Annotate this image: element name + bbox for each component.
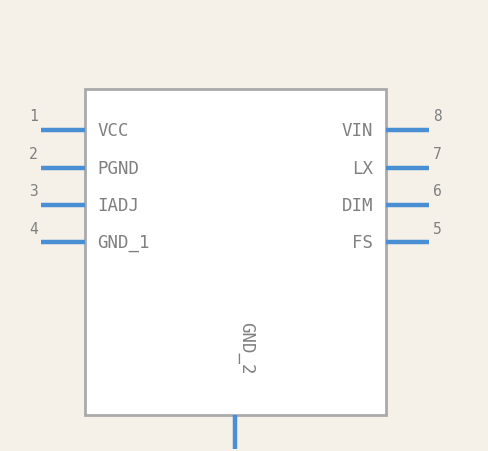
Text: 5: 5 — [433, 221, 442, 236]
Text: LX: LX — [352, 159, 373, 177]
Text: 2: 2 — [29, 147, 38, 161]
Bar — [85, 90, 386, 415]
Text: 8: 8 — [433, 109, 442, 124]
Text: 4: 4 — [29, 221, 38, 236]
Text: PGND: PGND — [98, 159, 140, 177]
Text: GND_2: GND_2 — [237, 321, 255, 373]
Text: VCC: VCC — [98, 122, 129, 140]
Text: 7: 7 — [433, 147, 442, 161]
Text: 6: 6 — [433, 184, 442, 199]
Text: VIN: VIN — [342, 122, 373, 140]
Text: 1: 1 — [29, 109, 38, 124]
Text: GND_1: GND_1 — [98, 234, 150, 252]
Text: 3: 3 — [29, 184, 38, 199]
Text: FS: FS — [352, 234, 373, 252]
Text: DIM: DIM — [342, 197, 373, 215]
Text: IADJ: IADJ — [98, 197, 140, 215]
